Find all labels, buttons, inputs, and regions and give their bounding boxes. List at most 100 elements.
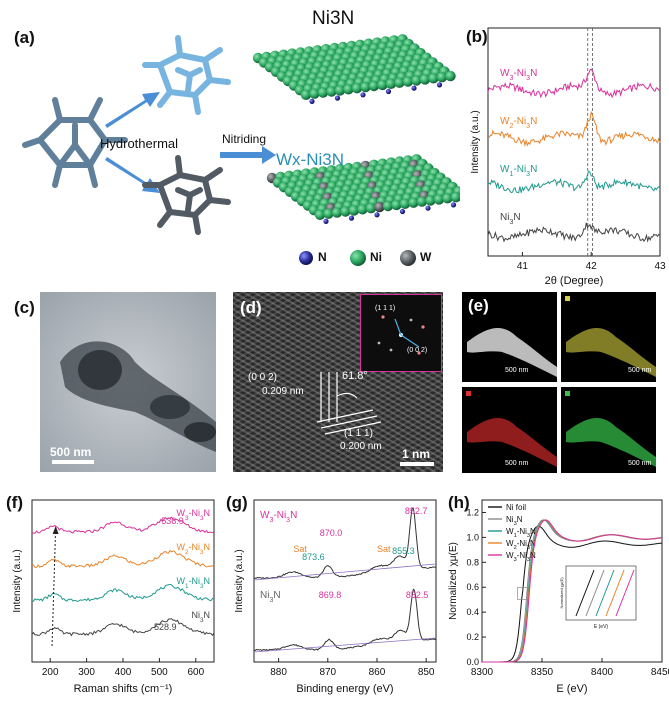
ni-atom xyxy=(343,84,354,95)
ni-atom xyxy=(394,77,405,88)
xanes-x-tick-label: 8350 xyxy=(531,667,554,678)
xrd-x-tick-label: 42 xyxy=(586,261,598,272)
raman-x-axis-label: Raman shifts (cm⁻¹) xyxy=(74,683,173,695)
raman-x-tick-label: 300 xyxy=(78,667,95,678)
lattice-annotation-lines xyxy=(316,372,382,435)
xps-top-series-label: W3-Ni3N xyxy=(260,510,297,524)
raman-series-line xyxy=(31,583,215,602)
n-atom xyxy=(309,98,315,104)
raman-x-tick-label: 600 xyxy=(187,667,204,678)
tem-scalebar-label: 500 nm xyxy=(50,445,92,459)
ni-atom xyxy=(348,205,360,216)
hrtem-scalebar-label: 1 nm xyxy=(402,447,431,461)
xps-spectrum-line xyxy=(254,588,437,652)
xanes-series-line xyxy=(482,525,663,663)
raman-annotation-bottom: 528.9 xyxy=(154,622,177,632)
ni-atom xyxy=(365,203,377,214)
legend-w-label: W xyxy=(420,250,432,264)
xps-peak-label: 869.8 xyxy=(319,590,342,600)
xps-baseline-top xyxy=(253,563,437,581)
ni-atom xyxy=(334,85,346,96)
xanes-y-tick-label: 1.2 xyxy=(466,507,479,517)
ni-atom xyxy=(459,193,460,199)
xrd-series-line xyxy=(487,68,661,99)
n-atom xyxy=(425,205,431,211)
d-spacing-1-label: 0.209 nm xyxy=(262,386,304,397)
hrtem-scalebar xyxy=(400,462,434,466)
xrd-x-axis-label: 2θ (Degree) xyxy=(545,275,604,287)
xps-y-axis-label: Intensity (a.u.) xyxy=(234,549,245,612)
raman-series-label: W3-Ni3N xyxy=(176,508,210,522)
xps-x-tick-label: 860 xyxy=(369,667,386,678)
raman-x-tick-label: 500 xyxy=(151,667,168,678)
ni-atom xyxy=(399,198,411,209)
ni3n-title: Ni3N xyxy=(312,8,355,29)
xanes-x-tick-label: 8300 xyxy=(471,667,494,678)
xanes-legend-label: W1-Ni3N xyxy=(506,527,536,539)
xps-x-tick-label: 870 xyxy=(319,667,336,678)
ni3n-slab-icon xyxy=(252,34,456,104)
xps-plot-frame xyxy=(253,499,437,663)
xanes-y-tick-label: 0.8 xyxy=(466,557,479,567)
xps-bottom-series-label: Ni3N xyxy=(260,590,281,604)
panel-c-label: (c) xyxy=(14,298,35,317)
eds-scalebar-3: 500 nm xyxy=(505,460,529,467)
nitriding-label: Nitriding xyxy=(222,132,267,146)
xanes-inset-y-label: Normalized χμ(E) xyxy=(559,577,564,609)
xrd-series-line xyxy=(487,222,661,243)
xrd-chart: (b) 41 42 43 2θ (Degree) Intensity (a.u.) W3-N… xyxy=(466,27,666,287)
xps-chart: (g) 880 870 860 850 Binding energy (eV) Intens… xyxy=(226,493,437,695)
xanes-y-tick-label: 0.6 xyxy=(466,582,479,592)
eds-map-yellow xyxy=(561,292,656,382)
tem-scalebar xyxy=(52,460,94,464)
ni-atom xyxy=(357,204,368,215)
xps-spectrum-line xyxy=(253,507,437,580)
xanes-legend-label: Ni3N xyxy=(506,515,523,527)
xrd-series-line xyxy=(487,170,661,194)
ni-atom xyxy=(377,79,388,91)
ni-atom xyxy=(385,78,397,90)
panel-g-label: (g) xyxy=(226,493,248,512)
ni-atom xyxy=(402,76,414,87)
ni-atom xyxy=(360,81,371,93)
xrd-series-line xyxy=(487,110,661,148)
xanes-inset-line xyxy=(595,569,615,617)
plane-111-label: (1 1 1) xyxy=(344,428,373,439)
xps-peak-label: 852.7 xyxy=(405,506,428,516)
xps-peak-label: 870.0 xyxy=(320,528,343,538)
ni-atom xyxy=(340,206,351,217)
n-atom xyxy=(436,82,443,88)
n-atom xyxy=(348,215,355,221)
panel-a-label: (a) xyxy=(14,28,35,47)
n-atom xyxy=(411,85,417,91)
nitriding-arrow-icon xyxy=(220,146,276,164)
xrd-series-label: W2-Ni3N xyxy=(500,116,537,130)
legend-n-label: N xyxy=(318,250,327,264)
ni-atom xyxy=(309,88,320,99)
raman-chart: (f) 200 300 400 500 600 Raman shifts (cm⁻¹) Int… xyxy=(6,493,215,695)
raman-x-tick-label: 400 xyxy=(115,667,132,678)
hydrothermal-label: Hydrothermal xyxy=(100,136,179,151)
xanes-inset-x-label: E (eV) xyxy=(594,624,609,630)
ni-atom xyxy=(300,89,312,101)
xanes-legend-label: W2-Ni3N xyxy=(506,539,536,551)
n-atom xyxy=(323,218,329,224)
panel-f-label: (f) xyxy=(6,493,23,512)
raman-series-line xyxy=(31,549,215,569)
panel-e-label: (e) xyxy=(468,296,489,315)
ni-atom xyxy=(433,194,445,205)
ni-atom xyxy=(436,72,448,83)
eds-map-green xyxy=(561,387,656,473)
raman-arrow-icon xyxy=(52,526,59,534)
xanes-inset-line xyxy=(605,569,625,617)
ni-atom xyxy=(323,208,334,219)
xanes-plot-frame xyxy=(481,499,663,663)
xrd-x-tick-label: 43 xyxy=(654,261,666,272)
panel-a-schematic xyxy=(22,34,460,266)
panel-d-label: (d) xyxy=(240,298,262,317)
xps-x-axis-label: Binding energy (eV) xyxy=(296,683,393,695)
xanes-y-tick-label: 0.2 xyxy=(466,632,479,642)
raman-x-tick-label: 200 xyxy=(42,667,59,678)
